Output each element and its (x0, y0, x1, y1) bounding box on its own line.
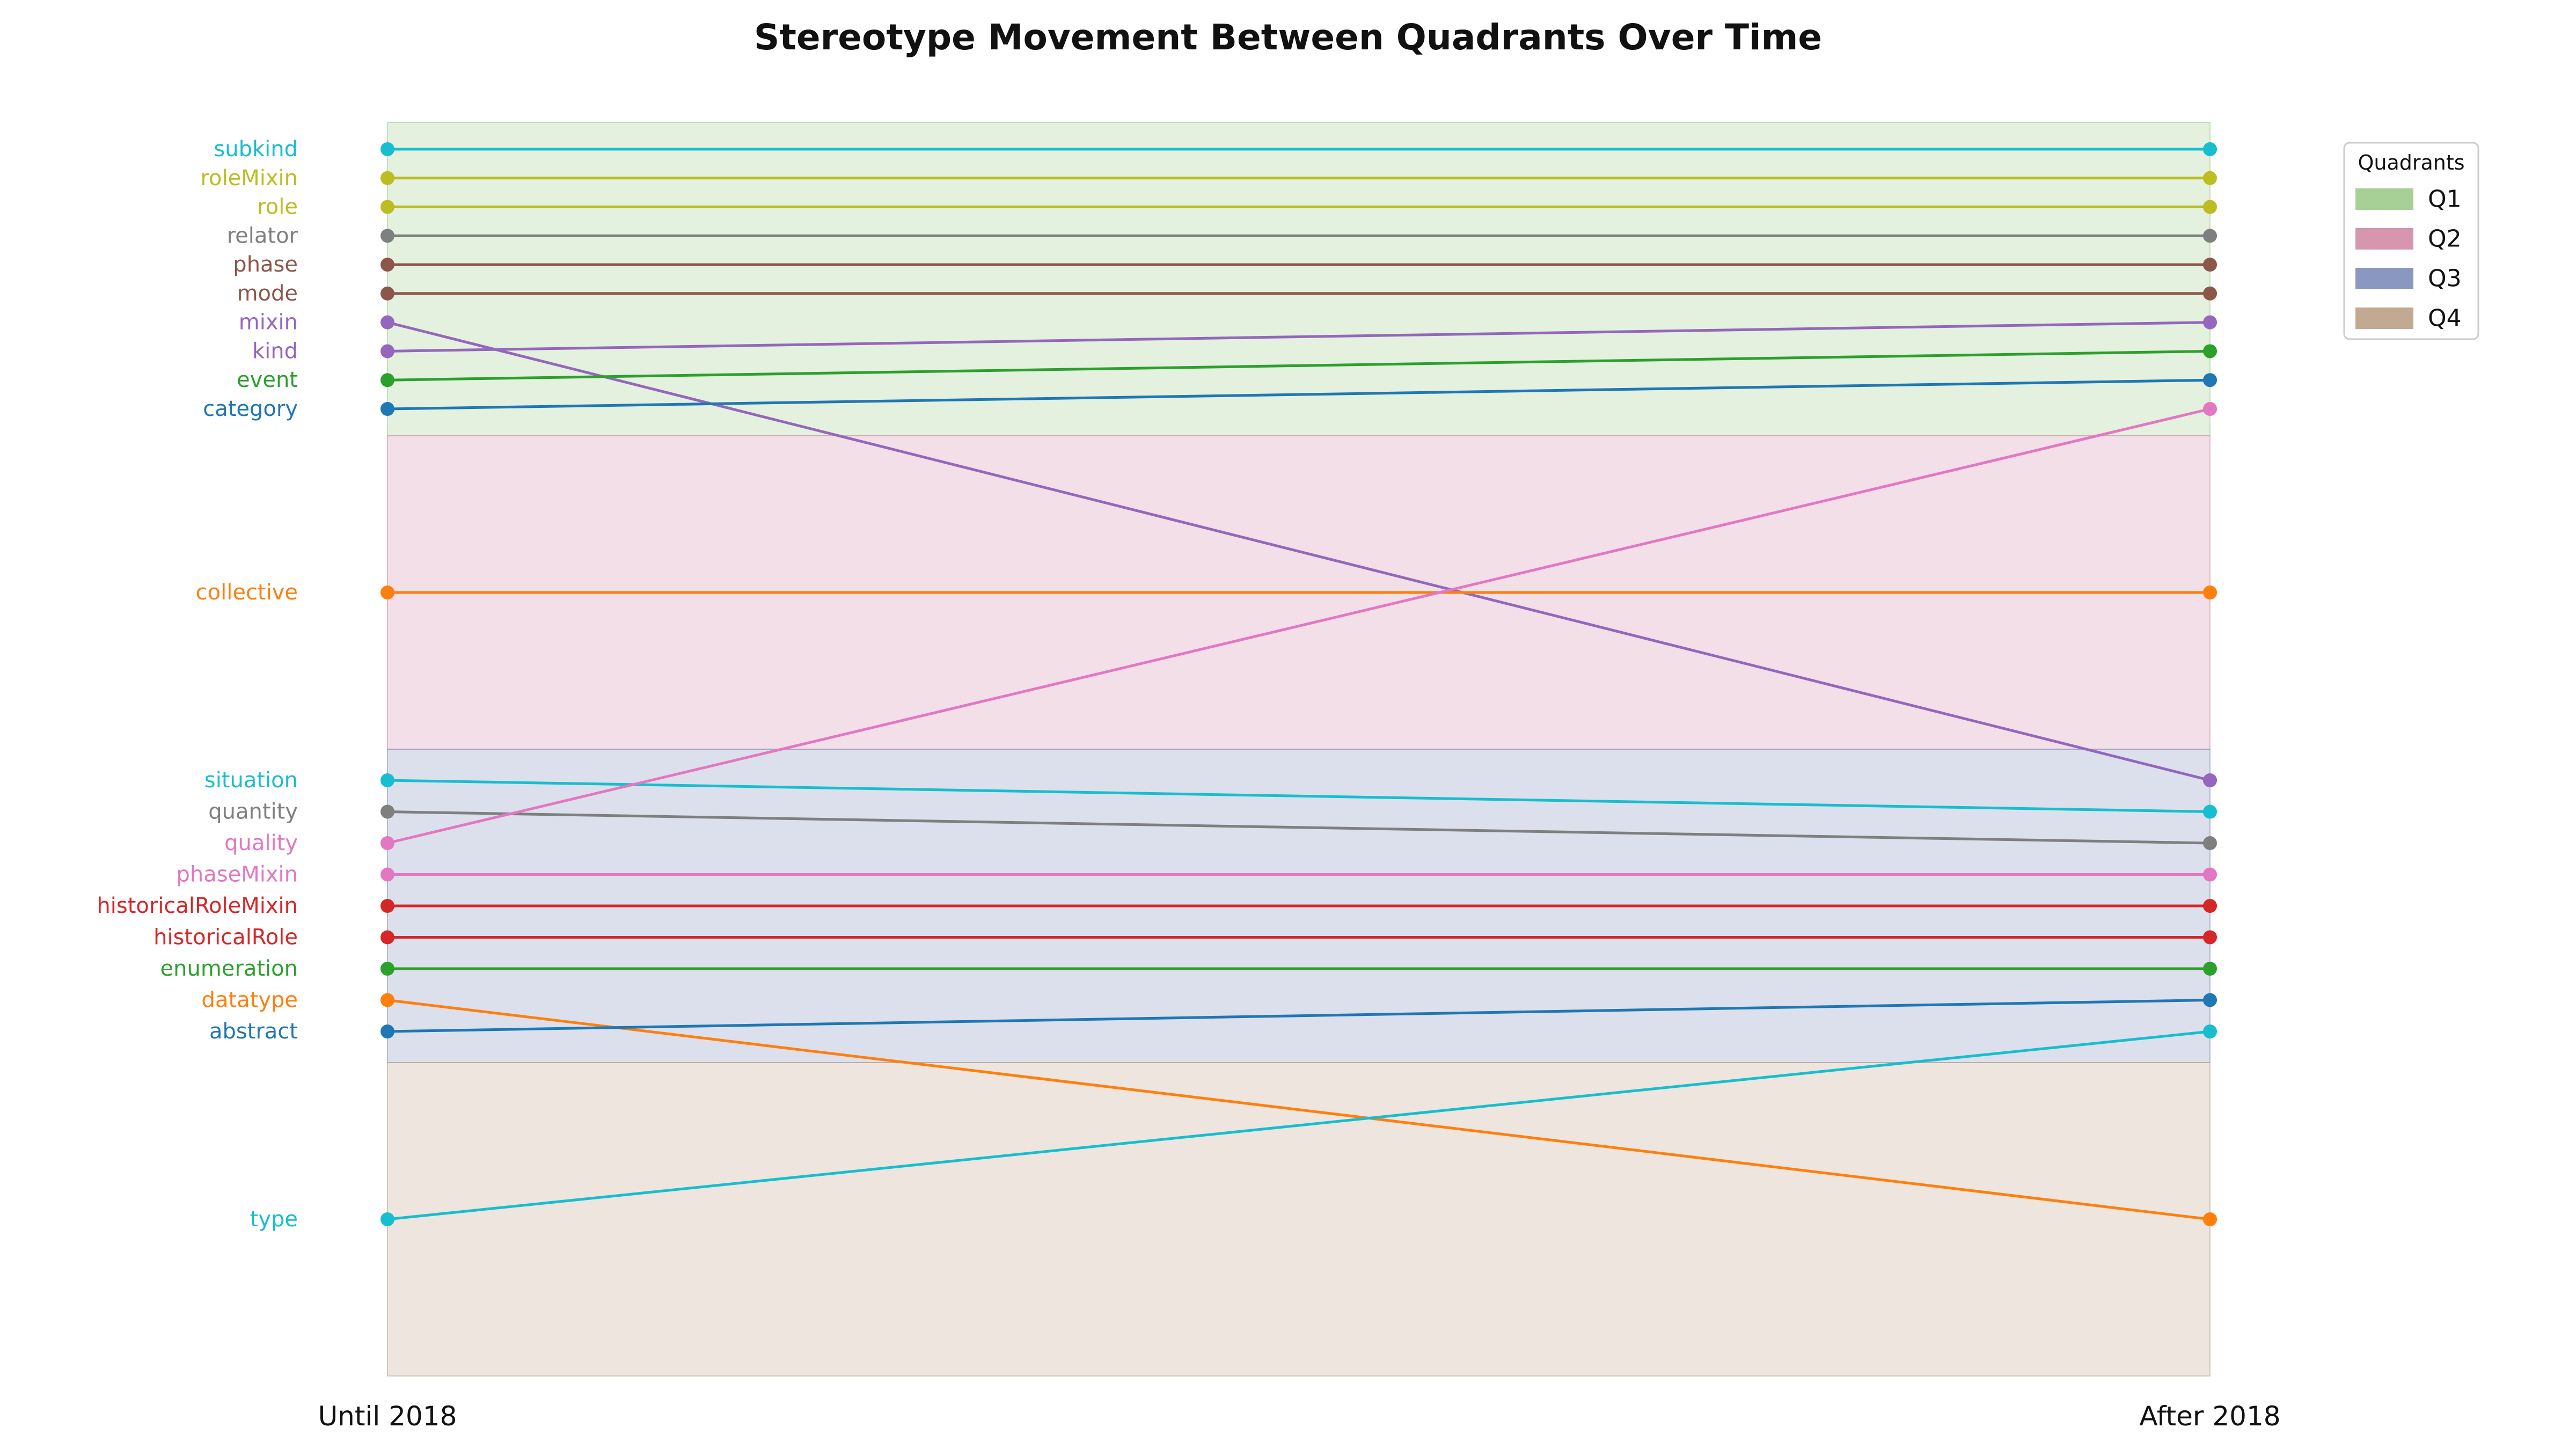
point-end-quantity (2203, 836, 2217, 850)
series-line-situation (387, 779, 2211, 813)
legend-label-q2: Q2 (2428, 225, 2462, 253)
point-start-role (380, 200, 394, 214)
legend-swatch-q1 (2355, 188, 2413, 210)
legend-swatch-q4 (2355, 308, 2413, 329)
quadrant-band-q4 (387, 1062, 2211, 1377)
point-end-relator (2203, 229, 2217, 243)
point-end-phaseMixin (2203, 867, 2217, 882)
category-label-role: role (257, 195, 298, 219)
point-start-datatype (380, 993, 394, 1007)
category-label-abstract: abstract (209, 1019, 298, 1044)
series-line-kind (387, 321, 2211, 353)
series-line-type (387, 1030, 2211, 1221)
point-end-role (2203, 200, 2217, 214)
legend-swatch-q3 (2355, 268, 2413, 289)
series-line-datatype (387, 999, 2211, 1221)
series-line-category (387, 378, 2211, 411)
point-start-quality (380, 836, 394, 850)
point-end-abstract (2203, 993, 2217, 1007)
series-line-event (387, 349, 2211, 382)
point-start-historicalRole (380, 930, 394, 945)
point-start-abstract (380, 1024, 394, 1038)
category-label-event: event (237, 368, 298, 392)
point-start-quantity (380, 804, 394, 819)
point-end-historicalRole (2203, 930, 2217, 945)
category-label-kind: kind (252, 339, 298, 363)
category-label-situation: situation (204, 768, 298, 793)
category-label-enumeration: enumeration (160, 956, 298, 981)
category-label-mode: mode (237, 281, 298, 306)
point-end-kind (2203, 315, 2217, 330)
point-start-kind (380, 344, 394, 358)
point-end-mixin (2203, 773, 2217, 787)
legend-label-q3: Q3 (2428, 265, 2462, 292)
category-label-phase: phase (233, 252, 298, 277)
category-label-relator: relator (227, 223, 298, 248)
point-start-historicalRoleMixin (380, 899, 394, 913)
category-label-datatype: datatype (202, 988, 298, 1013)
category-label-category: category (203, 397, 298, 421)
category-labels: subkind roleMixin role relator phase mode mixi… (97, 137, 298, 1232)
series-line-mixin (387, 321, 2211, 782)
point-end-category (2203, 373, 2217, 387)
category-label-subkind: subkind (214, 137, 298, 162)
series-points (380, 142, 2217, 1226)
category-label-collective: collective (196, 580, 298, 605)
point-start-enumeration (380, 962, 394, 976)
point-end-mode (2203, 286, 2217, 301)
category-label-phaseMixin: phaseMixin (177, 862, 298, 887)
series-line-quantity (387, 810, 2211, 845)
category-label-quality: quality (224, 831, 298, 855)
point-start-phaseMixin (380, 867, 394, 882)
point-start-subkind (380, 142, 394, 156)
point-start-relator (380, 229, 394, 243)
legend-swatch-q2 (2355, 228, 2413, 250)
point-start-roleMixin (380, 171, 394, 185)
point-end-historicalRoleMixin (2203, 899, 2217, 913)
x-tick-after-2018: After 2018 (2139, 1401, 2280, 1432)
category-label-historicalRole: historicalRole (153, 925, 298, 950)
legend-label-q4: Q4 (2428, 305, 2462, 332)
series-lines (387, 148, 2211, 1221)
point-start-type (380, 1212, 394, 1226)
category-label-quantity: quantity (208, 800, 298, 824)
point-start-phase (380, 258, 394, 272)
point-start-category (380, 402, 394, 416)
point-end-roleMixin (2203, 171, 2217, 185)
x-tick-until-2018: Until 2018 (318, 1401, 457, 1432)
point-end-collective (2203, 586, 2217, 599)
legend-label-q1: Q1 (2428, 186, 2462, 213)
chart-title: Stereotype Movement Between Quadrants Ov… (754, 17, 1822, 58)
point-end-enumeration (2203, 962, 2217, 976)
point-end-phase (2203, 258, 2217, 272)
point-end-type (2203, 1024, 2217, 1038)
point-end-subkind (2203, 142, 2217, 156)
point-start-event (380, 373, 394, 387)
point-start-collective (380, 586, 394, 599)
point-start-mixin (380, 315, 394, 330)
category-label-type: type (250, 1207, 298, 1232)
legend-title: Quadrants (2358, 151, 2464, 174)
series-line-abstract (387, 999, 2211, 1033)
point-start-situation (380, 773, 394, 787)
category-label-mixin: mixin (239, 310, 298, 335)
category-label-historicalRoleMixin: historicalRoleMixin (97, 894, 298, 918)
series-line-quality (387, 407, 2211, 845)
point-end-event (2203, 344, 2217, 358)
category-label-roleMixin: roleMixin (200, 166, 298, 191)
quadrant-bands (387, 122, 2211, 1377)
quadrant-band-q1 (387, 122, 2211, 436)
point-end-datatype (2203, 1212, 2217, 1226)
legend: Quadrants Q1 Q2 Q3 Q4 (2343, 142, 2479, 340)
point-start-mode (380, 286, 394, 301)
point-end-situation (2203, 804, 2217, 819)
point-end-quality (2203, 402, 2217, 416)
